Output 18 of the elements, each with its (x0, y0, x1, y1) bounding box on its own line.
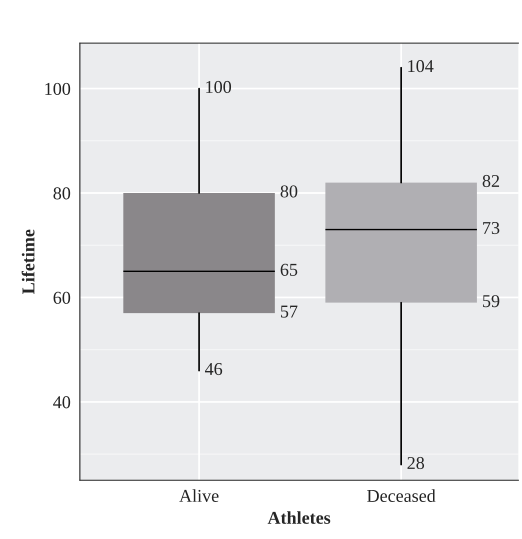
x-tick-label: Deceased (367, 489, 436, 502)
annotation: 28 (407, 456, 424, 470)
annotation: 57 (280, 306, 298, 318)
annotation: 100 (206, 80, 232, 94)
annotation: 46 (204, 362, 222, 376)
y-tick-label: 100 (45, 82, 70, 95)
y-tick-label: 40 (53, 396, 70, 408)
y-axis-title: Lifetime (22, 230, 35, 294)
annotation: 73 (483, 222, 500, 234)
x-axis-title: Athletes (268, 511, 330, 524)
annotation: 65 (280, 264, 298, 276)
annotation: 104 (408, 60, 434, 72)
y-tick-label: 80 (53, 187, 70, 200)
y-tick-label: 60 (54, 292, 70, 304)
x-tick-label: Alive (179, 489, 219, 502)
annotation: 59 (483, 295, 500, 308)
annotation: 80 (280, 185, 298, 198)
annotation: 82 (482, 174, 500, 188)
